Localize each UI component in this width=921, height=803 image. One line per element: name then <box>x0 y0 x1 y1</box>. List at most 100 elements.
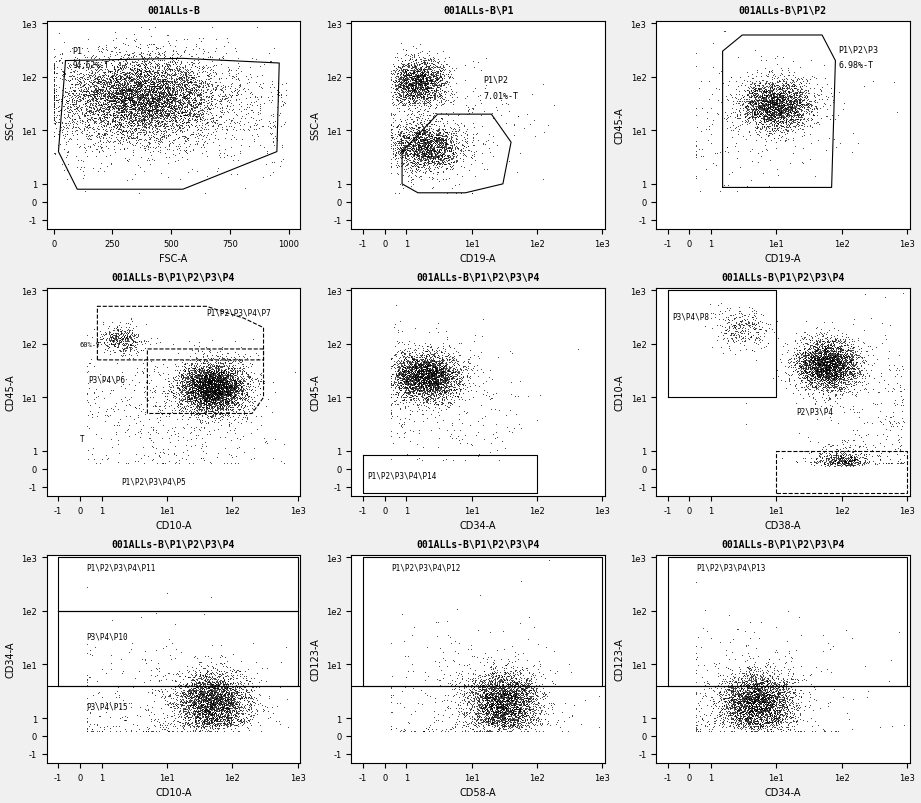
Point <box>418 62 433 75</box>
Point <box>411 355 426 368</box>
Point <box>765 100 780 113</box>
Point <box>441 365 456 378</box>
Point <box>122 329 137 342</box>
Point <box>495 683 509 695</box>
Point <box>188 108 203 121</box>
Point <box>204 384 219 397</box>
Point <box>144 98 158 111</box>
Point <box>739 666 753 679</box>
Point <box>818 361 833 374</box>
Point <box>424 151 438 164</box>
Point <box>828 348 843 361</box>
Point <box>758 113 773 126</box>
Point <box>857 438 872 451</box>
Point <box>400 113 414 126</box>
Point <box>732 714 747 727</box>
Point <box>190 121 204 134</box>
Point <box>114 327 129 340</box>
Point <box>772 720 787 733</box>
Point <box>180 100 194 112</box>
Point <box>799 365 813 378</box>
Point <box>740 89 754 102</box>
Point <box>138 111 153 124</box>
Point <box>164 69 179 82</box>
Point <box>394 374 409 387</box>
Point <box>529 700 543 713</box>
Point <box>204 679 219 691</box>
Point <box>802 353 817 365</box>
Point <box>190 375 204 388</box>
Point <box>834 366 848 379</box>
Point <box>419 142 434 155</box>
Point <box>161 84 176 97</box>
Point <box>105 59 120 72</box>
Point <box>420 140 435 153</box>
Point <box>428 389 443 402</box>
Point <box>503 703 518 716</box>
Point <box>751 704 765 717</box>
Point <box>452 122 467 135</box>
Point <box>122 108 136 120</box>
Point <box>132 102 146 115</box>
Point <box>794 330 809 343</box>
Point <box>817 724 832 737</box>
Point <box>253 367 268 380</box>
Point <box>752 692 767 705</box>
Point <box>473 109 488 122</box>
Point <box>424 100 438 112</box>
Point <box>126 117 141 130</box>
Point <box>751 683 765 696</box>
Point <box>442 135 457 148</box>
Point <box>47 101 62 114</box>
Point <box>165 405 180 418</box>
Point <box>809 344 823 357</box>
Point <box>741 84 756 97</box>
Point <box>407 357 422 370</box>
Point <box>416 92 431 104</box>
Point <box>504 696 519 709</box>
Point <box>241 390 256 403</box>
Point <box>496 718 511 731</box>
Point <box>499 688 514 701</box>
Point <box>141 73 156 86</box>
Point <box>226 373 240 385</box>
Point <box>406 133 421 146</box>
Point <box>452 153 467 165</box>
Point <box>244 681 259 694</box>
Point <box>812 357 827 369</box>
Point <box>808 364 822 377</box>
Point <box>756 669 771 682</box>
Point <box>420 397 435 410</box>
Point <box>138 71 153 84</box>
Point <box>233 434 248 446</box>
Point <box>405 116 420 129</box>
Point <box>210 374 225 387</box>
Point <box>508 689 523 702</box>
Point <box>137 106 152 119</box>
Point <box>47 59 62 72</box>
Point <box>221 395 236 408</box>
Point <box>384 67 399 80</box>
Point <box>111 78 125 91</box>
Point <box>168 112 182 124</box>
Point <box>103 433 118 446</box>
Point <box>775 101 790 114</box>
Point <box>437 365 451 378</box>
Point <box>206 703 221 715</box>
Point <box>181 696 196 709</box>
Point <box>137 55 152 68</box>
Point <box>204 352 218 365</box>
Point <box>434 79 449 92</box>
Point <box>95 328 110 340</box>
Point <box>813 361 828 374</box>
Point <box>187 370 202 383</box>
Point <box>404 355 419 368</box>
Point <box>480 696 495 709</box>
Point <box>449 373 463 386</box>
Point <box>780 701 795 714</box>
Point <box>818 354 833 367</box>
Point <box>210 380 225 393</box>
Point <box>84 76 99 89</box>
Point <box>438 134 453 147</box>
Point <box>104 402 119 415</box>
